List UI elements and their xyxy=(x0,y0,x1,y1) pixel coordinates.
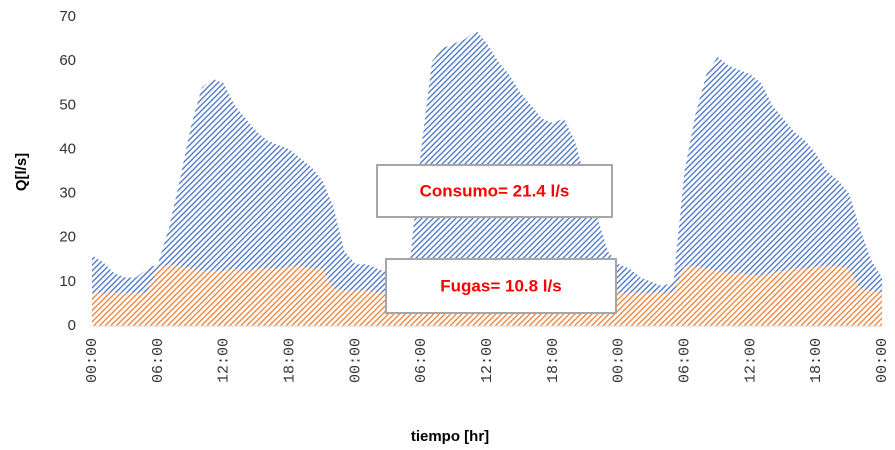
area xyxy=(92,30,882,293)
x-axis-label: tiempo [hr] xyxy=(411,428,489,445)
x-tick-label: 06:00 xyxy=(676,338,693,383)
x-tick-label: 12:00 xyxy=(479,338,496,383)
x-tick-label: 18:00 xyxy=(808,338,825,383)
x-tick-label: 06:00 xyxy=(413,338,430,383)
annotation-box xyxy=(385,258,617,314)
x-tick-label: 12:00 xyxy=(742,338,759,383)
y-tick-label: 60 xyxy=(59,52,76,69)
y-tick-label: 20 xyxy=(59,229,76,246)
x-tick-label: 12:00 xyxy=(216,338,233,383)
x-tick-label: 00:00 xyxy=(347,338,364,383)
annotation: Consumo= 21.4 l/s xyxy=(420,181,570,200)
x-tick-label: 00:00 xyxy=(611,338,628,383)
x-tick-label: 18:00 xyxy=(281,338,298,383)
y-tick-label: 70 xyxy=(59,8,76,25)
y-tick-label: 30 xyxy=(59,185,76,202)
y-tick-label: 10 xyxy=(59,273,76,290)
x-tick-label: 06:00 xyxy=(150,338,167,383)
x-tick-label: 18:00 xyxy=(545,338,562,383)
y-tick-label: 40 xyxy=(59,140,76,157)
x-tick-label: 00:00 xyxy=(84,338,101,383)
y-tick-label: 0 xyxy=(68,317,76,334)
y-axis-label: Q[l/s] xyxy=(13,153,30,191)
annotation-box xyxy=(376,164,613,218)
annotation: Fugas= 10.8 l/s xyxy=(440,276,561,295)
x-tick-label: 00:00 xyxy=(874,338,891,383)
y-tick-label: 50 xyxy=(59,96,76,113)
